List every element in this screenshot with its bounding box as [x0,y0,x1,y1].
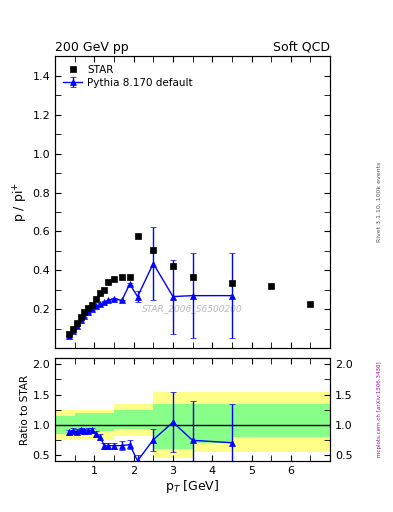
STAR [78,314,83,320]
STAR [74,320,79,326]
Text: Soft QCD: Soft QCD [273,41,330,54]
Text: mcplots.cern.ch [arXiv:1306.3436]: mcplots.cern.ch [arXiv:1306.3436] [377,362,382,457]
STAR [135,233,140,240]
STAR [86,305,91,311]
Legend: STAR, Pythia 8.170 default: STAR, Pythia 8.170 default [60,61,196,91]
STAR [269,283,274,289]
STAR [98,290,103,296]
Y-axis label: Ratio to STAR: Ratio to STAR [20,375,29,444]
Line: STAR: STAR [66,233,314,337]
STAR [66,331,71,337]
STAR [106,279,110,285]
STAR [119,274,124,280]
STAR [94,295,99,302]
Text: Rivet 3.1.10, 100k events: Rivet 3.1.10, 100k events [377,162,382,242]
Text: STAR_2006_S6500200: STAR_2006_S6500200 [142,304,243,313]
STAR [127,274,132,280]
STAR [102,287,107,293]
STAR [82,309,87,315]
STAR [308,301,313,307]
Text: 200 GeV pp: 200 GeV pp [55,41,129,54]
STAR [190,274,195,280]
X-axis label: p$_{T}$ [GeV]: p$_{T}$ [GeV] [165,478,220,496]
STAR [230,280,234,286]
STAR [70,326,75,332]
STAR [151,247,156,253]
Y-axis label: p / pi$^{+}$: p / pi$^{+}$ [11,182,29,222]
STAR [90,302,95,308]
STAR [171,263,175,269]
STAR [112,276,116,282]
